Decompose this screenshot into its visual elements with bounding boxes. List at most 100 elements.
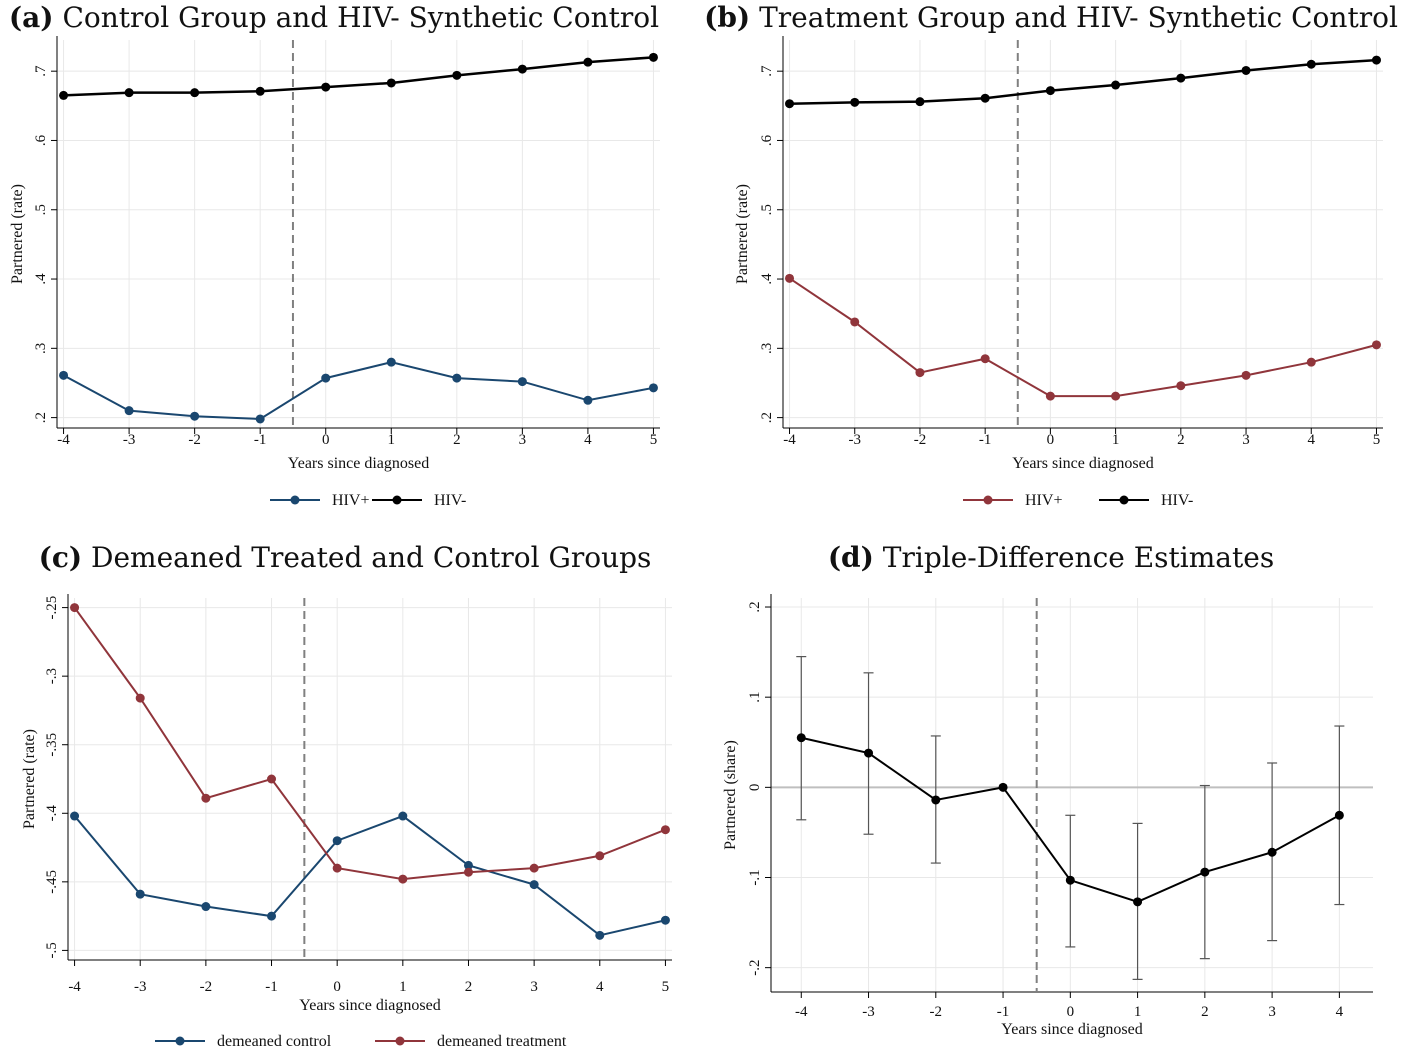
y-tick-label: -.25 (44, 596, 60, 620)
point-hiv- (850, 317, 860, 327)
x-axis-label: Years since diagnosed (1001, 1021, 1142, 1038)
point-hiv- (190, 411, 200, 421)
point-demeaned-control (332, 836, 342, 846)
x-tick-label: -4 (783, 432, 796, 448)
point-hiv- (850, 97, 860, 107)
x-tick-label: 1 (1112, 432, 1120, 448)
point-demeaned-treatment (201, 793, 211, 803)
point-demeaned-control (398, 811, 408, 821)
panel-c-tag: (c) (38, 541, 83, 574)
series-line-hiv- (789, 58, 1377, 105)
y-tick-label: .7 (759, 65, 775, 77)
y-tick-label: -.1 (747, 869, 763, 885)
legend-marker-demeaned-control (175, 1036, 185, 1046)
panel-c: (c) Demeaned Treated and Control Groups … (0, 526, 701, 1052)
series-line-hiv- (63, 361, 654, 421)
x-tick-label: -2 (200, 979, 213, 995)
y-tick-label: .7 (33, 65, 49, 77)
x-tick-label: -1 (997, 1004, 1010, 1020)
x-tick-label: 5 (1373, 432, 1381, 448)
point-demeaned-treatment (398, 874, 408, 884)
panel-a: (a) Control Group and HIV- Synthetic Con… (0, 0, 701, 526)
point-hiv- (1241, 370, 1251, 380)
point-demeaned-control (529, 880, 539, 890)
point-hiv- (1111, 391, 1121, 401)
x-tick-label: -3 (862, 1004, 875, 1020)
point-hiv- (1045, 391, 1055, 401)
point-estimate (998, 782, 1008, 792)
x-tick-label: 0 (322, 432, 330, 448)
point-estimate (1065, 875, 1075, 885)
chart-a: .2 .3 .4 .5 .6 .7 -4 -3 -2 -1 0 1 2 3 4 5 Years since di… (9, 36, 660, 509)
point-hiv- (583, 57, 593, 67)
y-tick-label: .6 (33, 134, 49, 146)
x-tick-label: 2 (1177, 432, 1185, 448)
y-tick-label: .2 (747, 601, 763, 612)
x-tick-label: 0 (1067, 1004, 1075, 1020)
point-demeaned-treatment (135, 693, 145, 703)
panel-a-title: (a) Control Group and HIV- Synthetic Con… (0, 0, 668, 36)
x-tick-label: 2 (453, 432, 461, 448)
point-hiv- (190, 88, 200, 98)
legend-label-demeaned-control: demeaned control (217, 1033, 332, 1050)
point-demeaned-control (463, 860, 473, 870)
point-demeaned-control (70, 811, 80, 821)
point-hiv- (386, 78, 396, 88)
x-tick-label: 4 (1336, 1004, 1344, 1020)
panel-b-title: (b) Treatment Group and HIV- Synthetic C… (701, 0, 1401, 36)
x-tick-label: -3 (848, 432, 861, 448)
panel-d-title-text: Triple-Difference Estimates (882, 541, 1275, 574)
point-estimate (1334, 810, 1344, 820)
panel-a-title-text: Control Group and HIV- Synthetic Control (62, 1, 660, 34)
point-hiv- (517, 64, 527, 74)
point-demeaned-treatment (529, 863, 539, 873)
chart-c: -.5 -.45 -.4 -.35 -.3 -.25 -4 -3 -2 -1 0 1 2 3 4 5 Years… (21, 594, 672, 1050)
legend-marker-hiv- (392, 495, 402, 505)
point-estimate (864, 748, 874, 758)
point-demeaned-treatment (332, 863, 342, 873)
point-demeaned-control (201, 902, 211, 912)
x-tick-label: -4 (68, 979, 81, 995)
x-tick-label: 3 (1268, 1004, 1276, 1020)
point-demeaned-treatment (267, 774, 277, 784)
series-line-hiv- (63, 56, 654, 97)
x-tick-label: -3 (134, 979, 147, 995)
y-axis-label: Partnered (rate) (9, 184, 26, 284)
y-tick-label: -.5 (44, 942, 60, 958)
point-estimate (931, 795, 941, 805)
point-hiv- (785, 99, 795, 109)
y-tick-label: -.45 (44, 870, 60, 894)
x-tick-label: 4 (596, 979, 604, 995)
y-axis-label: Partnered (share) (722, 740, 739, 850)
point-hiv- (386, 357, 396, 367)
y-tick-label: .6 (759, 134, 775, 146)
x-tick-label: -2 (930, 1004, 943, 1020)
y-tick-label: .3 (759, 343, 775, 354)
point-hiv- (980, 354, 990, 364)
legend-label-hiv-: HIV- (434, 492, 466, 509)
y-tick-label: .5 (33, 204, 49, 215)
x-tick-label: -3 (123, 432, 136, 448)
panel-b-title-text: Treatment Group and HIV- Synthetic Contr… (759, 1, 1398, 34)
point-demeaned-treatment (595, 851, 605, 861)
panel-d: (d) Triple-Difference Estimates -.2 -.1 0.… (701, 526, 1402, 1052)
panel-d-tag: (d) (827, 541, 874, 574)
point-demeaned-control (135, 889, 145, 899)
point-hiv- (517, 377, 527, 387)
point-hiv- (321, 373, 331, 383)
y-tick-label: .4 (33, 273, 49, 285)
point-hiv- (785, 273, 795, 283)
point-hiv- (255, 86, 265, 96)
panel-b-tag: (b) (704, 1, 751, 34)
x-tick-label: 5 (662, 979, 670, 995)
y-tick-label: .5 (759, 204, 775, 215)
point-demeaned-treatment (70, 603, 80, 613)
x-tick-label: -4 (57, 432, 70, 448)
x-axis-label: Years since diagnosed (299, 997, 440, 1014)
legend-label-hiv-: HIV+ (1025, 492, 1062, 509)
legend-label-demeaned-treatment: demeaned treatment (437, 1033, 567, 1050)
y-tick-label: .3 (33, 343, 49, 354)
legend-label-hiv-: HIV+ (332, 492, 369, 509)
y-tick-label: 0 (747, 784, 763, 792)
x-tick-label: 1 (399, 979, 407, 995)
